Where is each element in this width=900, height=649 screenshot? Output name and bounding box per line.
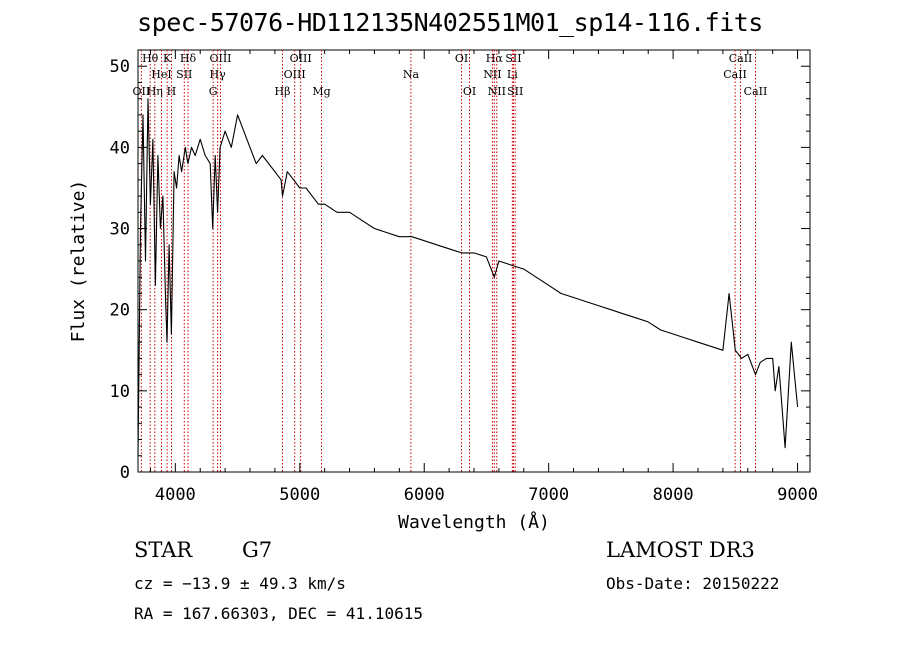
y-tick-label: 30	[110, 220, 130, 240]
marker-label: NII	[488, 85, 506, 98]
marker-label: Mg	[312, 85, 330, 98]
marker-label: OI	[463, 85, 476, 98]
x-axis-label: Wavelength (Å)	[398, 511, 550, 533]
series-line-flux	[137, 98, 799, 456]
y-tick-label: 50	[110, 57, 130, 77]
marker-label: Hα	[486, 52, 504, 65]
marker-label: CaII	[723, 68, 747, 81]
object-subclass: G7	[242, 538, 273, 562]
x-tick-label: 5000	[279, 485, 320, 505]
object-class: STAR	[134, 538, 193, 562]
x-tick-label: 4000	[155, 485, 196, 505]
obs-date: Obs-Date: 20150222	[606, 574, 780, 593]
marker-label: G	[209, 85, 218, 98]
survey-name: LAMOST DR3	[606, 538, 755, 562]
marker-label: Hδ	[180, 52, 197, 65]
marker-label: Hγ	[210, 68, 227, 81]
marker-label: Hβ	[275, 85, 291, 98]
marker-label: OIII	[290, 52, 312, 65]
marker-label: OII	[133, 85, 151, 98]
marker-label: SII	[507, 85, 523, 98]
marker-label: OI	[455, 52, 468, 65]
x-tick-label: 6000	[404, 485, 445, 505]
x-tick-label: 7000	[528, 485, 569, 505]
marker-label: CaII	[729, 52, 753, 65]
x-tick-label: 8000	[653, 485, 694, 505]
marker-label: K	[163, 52, 172, 65]
x-tick-label: 9000	[777, 485, 818, 505]
marker-label: H	[167, 85, 177, 98]
coordinates: RA = 167.66303, DEC = 41.10615	[134, 604, 423, 623]
marker-label: NII	[483, 68, 501, 81]
marker-label: Hη	[147, 85, 163, 98]
marker-label: OIII	[209, 52, 231, 65]
marker-label: SII	[505, 52, 521, 65]
y-tick-label: 10	[110, 382, 130, 402]
y-tick-label: 0	[120, 463, 130, 483]
redshift-text: cz = −13.9 ± 49.3 km/s	[134, 574, 346, 593]
y-tick-label: 20	[110, 301, 130, 321]
marker-label: SII	[176, 68, 192, 81]
plot-frame	[137, 49, 811, 473]
marker-label: CaII	[744, 85, 768, 98]
y-tick-label: 40	[110, 138, 130, 158]
chart-title: spec-57076-HD112135N402551M01_sp14-116.f…	[137, 8, 763, 37]
marker-label: Li	[507, 68, 518, 81]
marker-label: Na	[403, 68, 420, 81]
y-axis-label: Flux (relative)	[68, 180, 89, 343]
marker-label: OIII	[284, 68, 306, 81]
